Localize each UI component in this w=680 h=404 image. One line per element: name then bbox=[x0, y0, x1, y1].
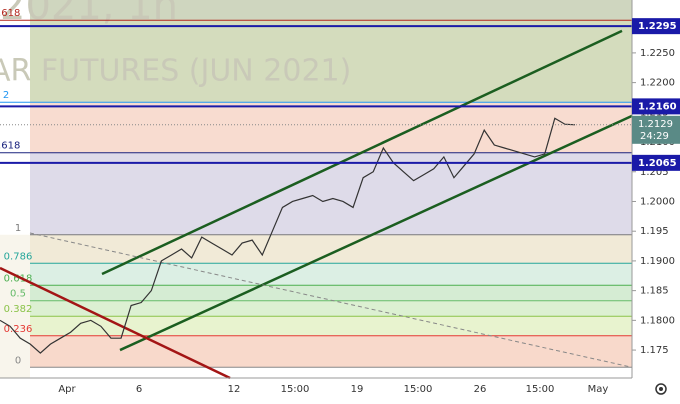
x-tick-label: 6 bbox=[136, 384, 142, 395]
fib-band bbox=[0, 234, 30, 378]
fib-band bbox=[30, 335, 632, 368]
y-tick-label: 1.195 bbox=[640, 226, 669, 237]
price-axis bbox=[632, 0, 680, 400]
y-tick-label: 1.1900 bbox=[640, 256, 675, 267]
y-tick-label: 1.205 bbox=[640, 167, 669, 178]
y-tick-label: 1.175 bbox=[640, 345, 669, 356]
fib-band bbox=[30, 234, 632, 264]
fib-label: 0.786 bbox=[4, 251, 33, 262]
fib-band bbox=[30, 20, 632, 103]
fib-label: 0.5 bbox=[10, 289, 26, 300]
fib-label: 0 bbox=[15, 355, 21, 366]
x-tick-label: 15:00 bbox=[404, 384, 433, 395]
fib-band bbox=[30, 152, 632, 235]
watermark: AR FUTURES (JUN 2021) bbox=[0, 54, 351, 89]
x-tick-label: 26 bbox=[474, 384, 487, 395]
x-tick-label: 15:00 bbox=[281, 384, 310, 395]
y-tick-label: 1.2200 bbox=[640, 78, 675, 89]
price-tag bbox=[632, 115, 680, 144]
fib-label: 0.382 bbox=[4, 304, 33, 315]
fib-label: 0.618 bbox=[4, 273, 33, 284]
x-tick-label: 19 bbox=[351, 384, 364, 395]
y-tick-label: 1.2250 bbox=[640, 48, 675, 59]
fib-label: 2 bbox=[3, 90, 9, 101]
fib-label: 1.618 bbox=[0, 141, 20, 152]
x-tick-label: 12 bbox=[228, 384, 241, 395]
x-tick-label: 15:00 bbox=[526, 384, 555, 395]
settings-icon[interactable] bbox=[655, 383, 667, 395]
y-tick-label: 1.185 bbox=[640, 286, 669, 297]
price-tag-label: 1.2160 bbox=[638, 101, 677, 112]
last-price-label: 1.2129 bbox=[638, 119, 673, 130]
price-tag-label: 1.2295 bbox=[638, 21, 677, 32]
price-tag bbox=[632, 154, 680, 171]
fib-label: 0.236 bbox=[4, 324, 33, 335]
fib-band bbox=[30, 0, 632, 21]
fib-band bbox=[30, 102, 632, 153]
price-tag-label: 1.2065 bbox=[638, 158, 677, 169]
price-line bbox=[0, 117, 576, 354]
price-tag bbox=[632, 98, 680, 115]
y-tick-label: 1.2000 bbox=[640, 196, 675, 207]
trendline bbox=[0, 266, 231, 380]
price-tag bbox=[632, 18, 680, 35]
trendline bbox=[29, 232, 633, 368]
x-tick-label: Apr bbox=[58, 384, 76, 395]
fib-label: 1 bbox=[15, 223, 21, 234]
fib-band bbox=[30, 300, 632, 317]
trendline bbox=[101, 29, 623, 276]
y-tick-label: 1.1800 bbox=[640, 315, 675, 326]
watermark: 2021, 1h bbox=[0, 0, 178, 29]
fib-label: 2.618 bbox=[0, 8, 20, 19]
trendline bbox=[119, 114, 633, 352]
fib-band bbox=[30, 285, 632, 301]
countdown-label: 24:29 bbox=[640, 131, 669, 142]
fib-band bbox=[30, 263, 632, 286]
x-tick-label: May bbox=[588, 384, 609, 395]
